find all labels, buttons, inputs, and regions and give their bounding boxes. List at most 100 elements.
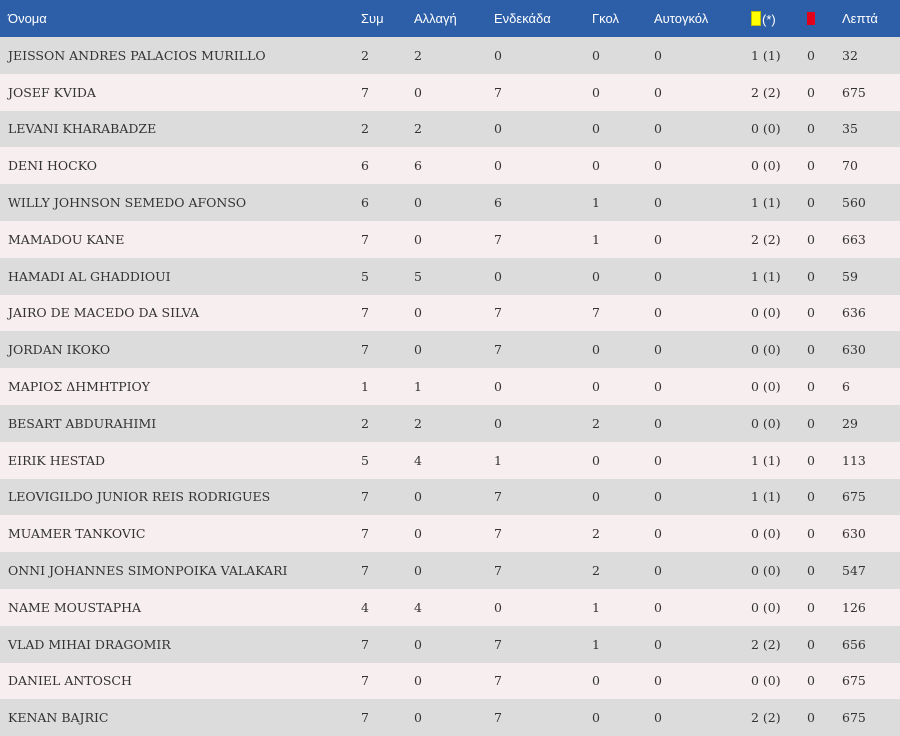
header-yellow-cards[interactable]: (*) bbox=[751, 0, 807, 37]
cell-goals: 0 bbox=[592, 452, 600, 468]
cell-minutes: 630 bbox=[842, 526, 866, 542]
header-sub[interactable]: Αλλαγή bbox=[414, 11, 457, 26]
cell-red-cards: 0 bbox=[807, 84, 815, 100]
cell-minutes: 675 bbox=[842, 489, 866, 505]
table-row: WILLY JOHNSON SEMEDO AFONSO 6 0 6 1 0 1 (1) 0 56… bbox=[0, 184, 900, 221]
cell-goals: 7 bbox=[592, 305, 600, 321]
cell-own-goals: 0 bbox=[654, 452, 662, 468]
cell-starting: 6 bbox=[494, 195, 502, 211]
cell-starting: 0 bbox=[494, 599, 502, 615]
cell-apps: 7 bbox=[361, 710, 369, 726]
cell-starting: 7 bbox=[494, 489, 502, 505]
cell-yellow-cards: 1 (1) bbox=[751, 47, 781, 63]
cell-yellow-cards: 0 (0) bbox=[751, 342, 781, 358]
header-starting[interactable]: Ενδεκάδα bbox=[494, 11, 551, 26]
cell-apps: 7 bbox=[361, 526, 369, 542]
cell-goals: 0 bbox=[592, 342, 600, 358]
cell-yellow-cards: 1 (1) bbox=[751, 452, 781, 468]
cell-goals: 2 bbox=[592, 415, 600, 431]
header-own-goals[interactable]: Αυτογκόλ bbox=[654, 11, 709, 26]
header-minutes[interactable]: Λεπτά bbox=[842, 11, 878, 26]
cell-apps: 7 bbox=[361, 231, 369, 247]
cell-goals: 1 bbox=[592, 195, 600, 211]
cell-own-goals: 0 bbox=[654, 379, 662, 395]
cell-apps: 2 bbox=[361, 415, 369, 431]
cell-yellow-cards: 2 (2) bbox=[751, 84, 781, 100]
cell-sub: 0 bbox=[414, 526, 422, 542]
cell-starting: 7 bbox=[494, 636, 502, 652]
cell-starting: 7 bbox=[494, 563, 502, 579]
cell-name: JORDAN IKOKO bbox=[8, 342, 111, 358]
cell-goals: 0 bbox=[592, 379, 600, 395]
cell-apps: 6 bbox=[361, 195, 369, 211]
cell-apps: 7 bbox=[361, 563, 369, 579]
cell-red-cards: 0 bbox=[807, 710, 815, 726]
cell-yellow-cards: 0 (0) bbox=[751, 158, 781, 174]
cell-red-cards: 0 bbox=[807, 342, 815, 358]
cell-minutes: 59 bbox=[842, 268, 858, 284]
header-name[interactable]: Όνομα bbox=[8, 11, 47, 26]
cell-starting: 7 bbox=[494, 84, 502, 100]
cell-minutes: 6 bbox=[842, 379, 850, 395]
red-card-icon bbox=[807, 12, 815, 25]
cell-own-goals: 0 bbox=[654, 636, 662, 652]
cell-minutes: 29 bbox=[842, 415, 858, 431]
cell-own-goals: 0 bbox=[654, 342, 662, 358]
header-goals[interactable]: Γκολ bbox=[592, 11, 619, 26]
cell-starting: 0 bbox=[494, 415, 502, 431]
table-row: LEVANI KHARABADZE 2 2 0 0 0 0 (0) 0 35 bbox=[0, 110, 900, 148]
cell-own-goals: 0 bbox=[654, 599, 662, 615]
cell-starting: 0 bbox=[494, 121, 502, 137]
cell-name: DANIEL ANTOSCH bbox=[8, 673, 132, 689]
table-row: NAME MOUSTAPHA 4 4 0 1 0 0 (0) 0 126 bbox=[0, 588, 900, 626]
cell-red-cards: 0 bbox=[807, 526, 815, 542]
cell-apps: 2 bbox=[361, 47, 369, 63]
cell-starting: 7 bbox=[494, 305, 502, 321]
cell-sub: 5 bbox=[414, 268, 422, 284]
cell-red-cards: 0 bbox=[807, 415, 815, 431]
cell-sub: 0 bbox=[414, 305, 422, 321]
cell-name: DENI HOCKO bbox=[8, 158, 97, 174]
cell-name: ΜΑΡΙΟΣ ΔΗΜΗΤΡΙΟΥ bbox=[8, 379, 151, 395]
cell-own-goals: 0 bbox=[654, 673, 662, 689]
cell-name: KENAN BAJRIC bbox=[8, 710, 109, 726]
cell-name: JEISSON ANDRES PALACIOS MURILLO bbox=[8, 47, 266, 63]
table-row: JEISSON ANDRES PALACIOS MURILLO 2 2 0 0 0 1 (1… bbox=[0, 37, 900, 74]
cell-starting: 0 bbox=[494, 379, 502, 395]
cell-own-goals: 0 bbox=[654, 489, 662, 505]
cell-apps: 5 bbox=[361, 452, 369, 468]
yellow-card-icon bbox=[751, 10, 761, 26]
cell-red-cards: 0 bbox=[807, 231, 815, 247]
cell-starting: 7 bbox=[494, 673, 502, 689]
table-row: VLAD MIHAI DRAGOMIR 7 0 7 1 0 2 (2) 0 656 bbox=[0, 625, 900, 663]
table-row: DANIEL ANTOSCH 7 0 7 0 0 0 (0) 0 675 bbox=[0, 662, 900, 700]
header-yellow-suffix: (*) bbox=[762, 11, 776, 27]
cell-yellow-cards: 0 (0) bbox=[751, 379, 781, 395]
cell-goals: 0 bbox=[592, 710, 600, 726]
cell-own-goals: 0 bbox=[654, 710, 662, 726]
cell-apps: 7 bbox=[361, 636, 369, 652]
cell-minutes: 675 bbox=[842, 84, 866, 100]
cell-name: VLAD MIHAI DRAGOMIR bbox=[8, 636, 171, 652]
cell-sub: 1 bbox=[414, 379, 422, 395]
cell-minutes: 636 bbox=[842, 305, 866, 321]
cell-own-goals: 0 bbox=[654, 305, 662, 321]
header-red-cards[interactable] bbox=[807, 0, 842, 37]
table-row: JOSEF KVIDA 7 0 7 0 0 2 (2) 0 675 bbox=[0, 73, 900, 111]
cell-yellow-cards: 0 (0) bbox=[751, 121, 781, 137]
cell-own-goals: 0 bbox=[654, 121, 662, 137]
cell-minutes: 675 bbox=[842, 673, 866, 689]
header-apps[interactable]: Συμ bbox=[361, 11, 384, 26]
table-row: JAIRO DE MACEDO DA SILVA 7 0 7 7 0 0 (0) 0 636 bbox=[0, 294, 900, 332]
table-row: ΜΑΡΙΟΣ ΔΗΜΗΤΡΙΟΥ 1 1 0 0 0 0 (0) 0 6 bbox=[0, 368, 900, 405]
cell-starting: 7 bbox=[494, 710, 502, 726]
table-row: DENI HOCKO 6 6 0 0 0 0 (0) 0 70 bbox=[0, 147, 900, 185]
cell-own-goals: 0 bbox=[654, 231, 662, 247]
cell-own-goals: 0 bbox=[654, 158, 662, 174]
cell-goals: 1 bbox=[592, 599, 600, 615]
cell-yellow-cards: 0 (0) bbox=[751, 673, 781, 689]
cell-apps: 5 bbox=[361, 268, 369, 284]
cell-yellow-cards: 0 (0) bbox=[751, 599, 781, 615]
cell-apps: 1 bbox=[361, 379, 369, 395]
